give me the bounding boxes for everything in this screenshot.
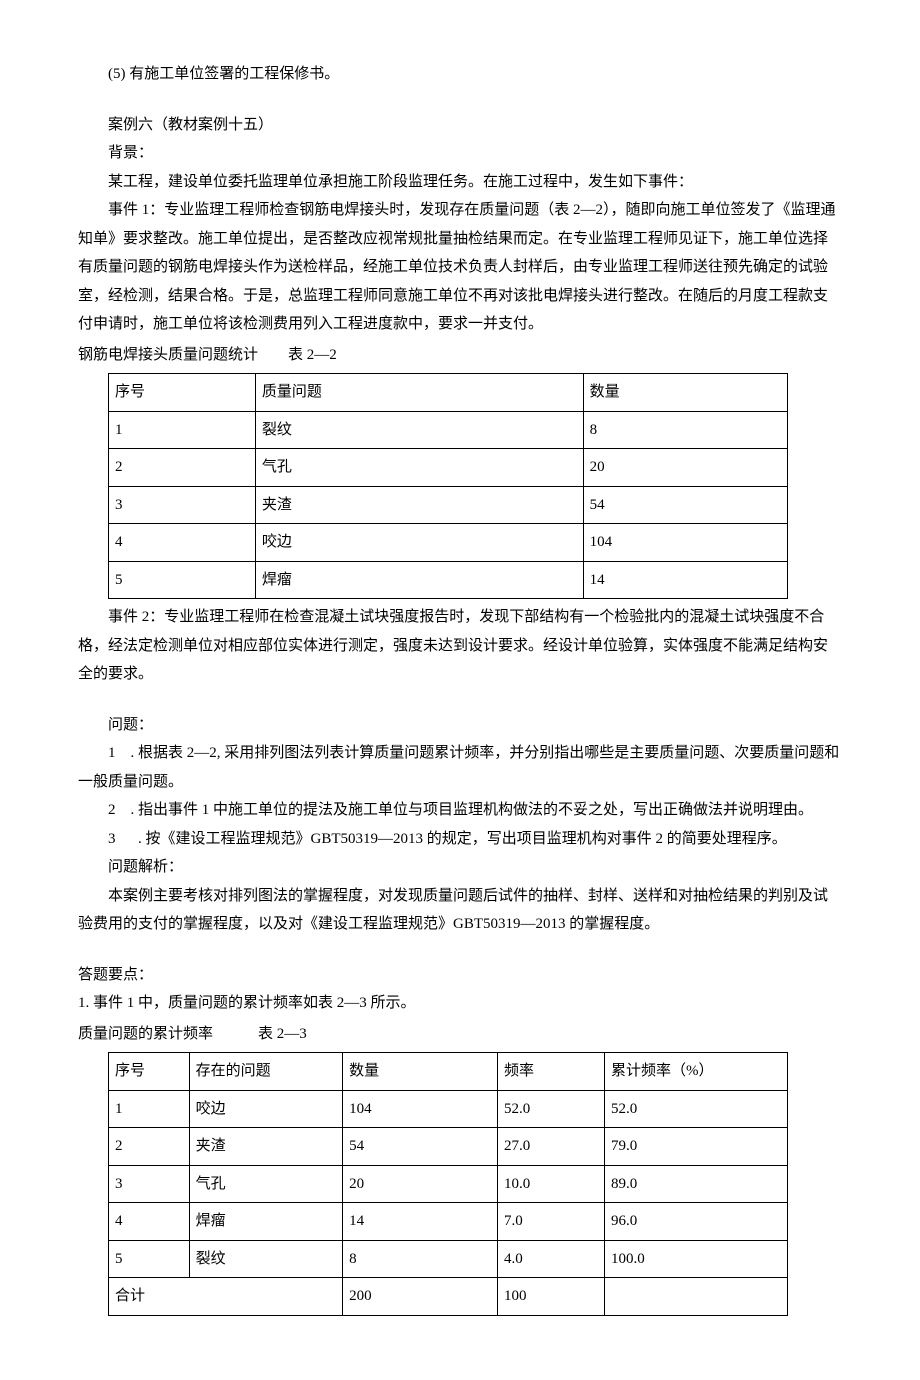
cell-problem: 气孔 [189, 1165, 342, 1203]
question-3: 3. 按《建设工程监理规范》GBT50319—2013 的规定，写出项目监理机构… [78, 825, 842, 854]
col-header-issue: 质量问题 [255, 374, 583, 412]
cell-qty: 8 [343, 1240, 498, 1278]
col-header-problem: 存在的问题 [189, 1053, 342, 1091]
table-row: 3 夹渣 54 [109, 486, 788, 524]
question-2: 2 . 指出事件 1 中施工单位的提法及施工单位与项目监理机构做法的不妥之处，写… [78, 796, 842, 825]
table-row: 4 焊瘤 14 7.0 96.0 [109, 1203, 788, 1241]
cell-cumfreq: 100.0 [604, 1240, 787, 1278]
cell-freq: 10.0 [497, 1165, 604, 1203]
col-header-cumfreq: 累计频率（%） [604, 1053, 787, 1091]
cell-seq: 2 [109, 1128, 190, 1166]
cell-cumfreq: 89.0 [604, 1165, 787, 1203]
cell-freq: 27.0 [497, 1128, 604, 1166]
cell-total-label: 合计 [109, 1278, 343, 1316]
cell-qty: 104 [583, 524, 787, 562]
event-1: 事件 1：专业监理工程师检查钢筋电焊接头时，发现存在质量问题（表 2—2），随即… [78, 196, 842, 339]
background-p1: 某工程，建设单位委托监理单位承担施工阶段监理任务。在施工过程中，发生如下事件： [78, 168, 842, 197]
table-row: 1 咬边 104 52.0 52.0 [109, 1090, 788, 1128]
table-cumulative-frequency: 序号 存在的问题 数量 频率 累计频率（%） 1 咬边 104 52.0 52.… [108, 1052, 788, 1316]
cell-qty: 54 [583, 486, 787, 524]
cell-issue: 咬边 [255, 524, 583, 562]
cell-issue: 焊瘤 [255, 561, 583, 599]
event-2: 事件 2：专业监理工程师在检查混凝土试块强度报告时，发现下部结构有一个检验批内的… [78, 603, 842, 689]
table-row: 4 咬边 104 [109, 524, 788, 562]
table-header-row: 序号 质量问题 数量 [109, 374, 788, 412]
background-label: 背景： [78, 139, 842, 168]
cell-seq: 5 [109, 1240, 190, 1278]
cell-issue: 气孔 [255, 449, 583, 487]
cell-seq: 3 [109, 1165, 190, 1203]
cell-freq: 7.0 [497, 1203, 604, 1241]
questions-label: 问题： [78, 711, 842, 740]
cell-seq: 4 [109, 524, 256, 562]
table-quality-issues: 序号 质量问题 数量 1 裂纹 8 2 气孔 20 3 夹渣 54 4 咬边 1… [108, 373, 788, 599]
cell-total-qty: 200 [343, 1278, 498, 1316]
cell-total-cumfreq [604, 1278, 787, 1316]
cell-seq: 5 [109, 561, 256, 599]
cell-qty: 14 [343, 1203, 498, 1241]
col-header-seq: 序号 [109, 1053, 190, 1091]
answer-label: 答题要点： [78, 961, 842, 990]
table-row: 5 裂纹 8 4.0 100.0 [109, 1240, 788, 1278]
cell-qty: 8 [583, 411, 787, 449]
cell-problem: 夹渣 [189, 1128, 342, 1166]
cell-qty: 104 [343, 1090, 498, 1128]
cell-seq: 1 [109, 411, 256, 449]
answer-p1: 1. 事件 1 中，质量问题的累计频率如表 2—3 所示。 [78, 989, 842, 1018]
cell-problem: 裂纹 [189, 1240, 342, 1278]
col-header-qty: 数量 [583, 374, 787, 412]
cell-qty: 14 [583, 561, 787, 599]
table-row: 3 气孔 20 10.0 89.0 [109, 1165, 788, 1203]
cell-qty: 20 [343, 1165, 498, 1203]
table1-caption: 钢筋电焊接头质量问题统计 表 2—2 [78, 341, 842, 370]
question-3-text: . 按《建设工程监理规范》GBT50319—2013 的规定，写出项目监理机构对… [138, 831, 787, 847]
analysis-text: 本案例主要考核对排列图法的掌握程度，对发现质量问题后试件的抽样、封样、送样和对抽… [78, 882, 842, 939]
col-header-qty: 数量 [343, 1053, 498, 1091]
cell-seq: 1 [109, 1090, 190, 1128]
cell-problem: 咬边 [189, 1090, 342, 1128]
table-row: 5 焊瘤 14 [109, 561, 788, 599]
cell-total-freq: 100 [497, 1278, 604, 1316]
cell-qty: 54 [343, 1128, 498, 1166]
question-3-number: 3 [108, 825, 138, 854]
table-row: 1 裂纹 8 [109, 411, 788, 449]
case-title: 案例六（教材案例十五） [78, 111, 842, 140]
col-header-freq: 频率 [497, 1053, 604, 1091]
cell-issue: 夹渣 [255, 486, 583, 524]
table-row: 2 气孔 20 [109, 449, 788, 487]
cell-freq: 4.0 [497, 1240, 604, 1278]
table2-caption: 质量问题的累计频率 表 2—3 [78, 1020, 842, 1049]
cell-freq: 52.0 [497, 1090, 604, 1128]
table-header-row: 序号 存在的问题 数量 频率 累计频率（%） [109, 1053, 788, 1091]
cell-seq: 3 [109, 486, 256, 524]
cell-seq: 4 [109, 1203, 190, 1241]
col-header-seq: 序号 [109, 374, 256, 412]
table-total-row: 合计 200 100 [109, 1278, 788, 1316]
cell-problem: 焊瘤 [189, 1203, 342, 1241]
cell-cumfreq: 52.0 [604, 1090, 787, 1128]
question-1: 1 . 根据表 2—2, 采用排列图法列表计算质量问题累计频率，并分别指出哪些是… [78, 739, 842, 796]
cell-cumfreq: 96.0 [604, 1203, 787, 1241]
table-row: 2 夹渣 54 27.0 79.0 [109, 1128, 788, 1166]
cell-seq: 2 [109, 449, 256, 487]
cell-issue: 裂纹 [255, 411, 583, 449]
intro-item-5: (5) 有施工单位签署的工程保修书。 [78, 60, 842, 89]
cell-qty: 20 [583, 449, 787, 487]
cell-cumfreq: 79.0 [604, 1128, 787, 1166]
analysis-label: 问题解析： [78, 853, 842, 882]
